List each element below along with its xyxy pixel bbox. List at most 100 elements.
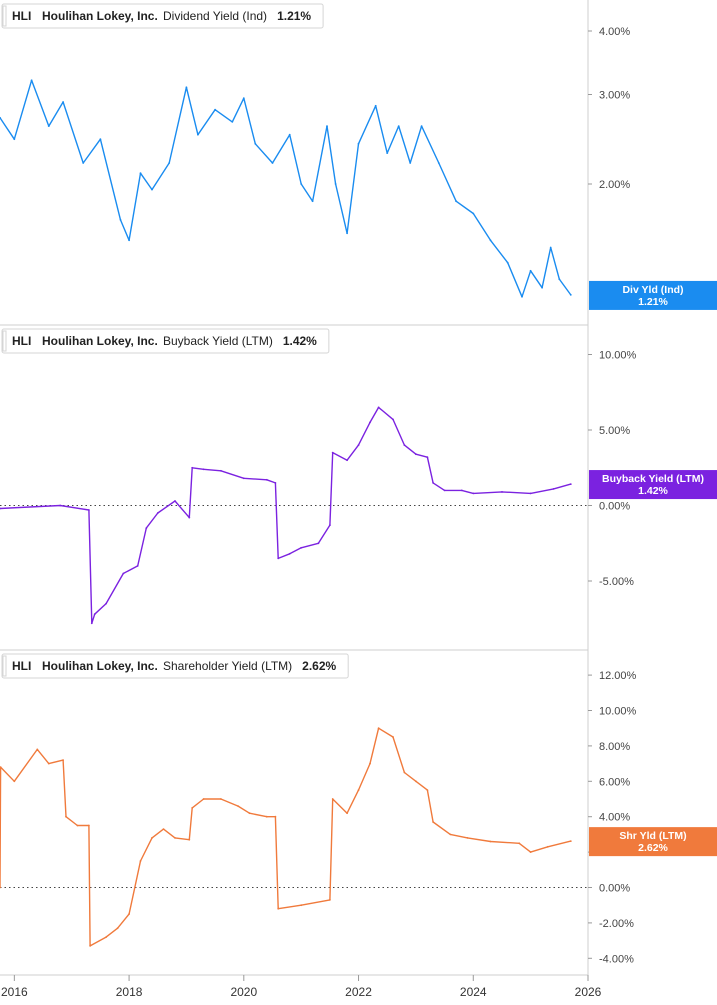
- end-label-name: Div Yld (Ind): [622, 284, 683, 296]
- data-point: [426, 456, 429, 459]
- data-point: [174, 837, 176, 839]
- data-point: [82, 162, 85, 164]
- data-point: [191, 466, 194, 469]
- data-point: [317, 542, 320, 545]
- data-point: [151, 837, 153, 839]
- legend: HLI Houlihan Lokey, Inc. Shareholder Yield…: [1, 653, 349, 679]
- data-point: [174, 500, 176, 502]
- legend: HLI Houlihan Lokey, Inc. Dividend Yield (I…: [1, 3, 324, 29]
- data-point: [65, 815, 67, 818]
- data-point: [432, 482, 434, 484]
- data-point: [569, 840, 572, 842]
- data-point: [529, 851, 532, 853]
- data-point: [541, 286, 543, 289]
- data-point: [89, 945, 91, 947]
- data-point: [145, 527, 148, 529]
- panel-2: -5.00% 0.00% 5.00% 10.00% HLI Houlihan Lokey,…: [0, 328, 717, 625]
- x-tick-label: 2016: [1, 985, 28, 999]
- data-point: [403, 771, 406, 774]
- data-point: [47, 762, 50, 765]
- y-tick-label: 8.00%: [599, 741, 630, 753]
- data-point: [151, 188, 153, 191]
- data-point: [188, 516, 191, 519]
- data-point: [346, 459, 348, 462]
- data-point: [558, 278, 561, 280]
- data-point: [334, 183, 337, 185]
- data-point: [501, 491, 503, 493]
- data-point: [62, 101, 64, 103]
- data-point: [415, 780, 417, 783]
- data-point: [265, 478, 268, 481]
- x-tick-label: 2022: [345, 985, 372, 999]
- data-point: [331, 798, 334, 800]
- data-point: [288, 552, 291, 555]
- y-tick-label: 0.00%: [599, 883, 630, 895]
- data-point: [30, 79, 33, 82]
- data-point: [300, 546, 303, 549]
- y-tick-label: 2.00%: [599, 179, 630, 191]
- data-point: [357, 789, 360, 791]
- data-point: [139, 172, 142, 175]
- data-point: [274, 482, 277, 484]
- end-label-value: 1.21%: [638, 296, 668, 308]
- data-point: [237, 805, 240, 807]
- data-point: [546, 845, 549, 848]
- data-point: [529, 269, 532, 272]
- legend-metric: Dividend Yield (Ind): [163, 9, 267, 23]
- y-tick-label: 10.00%: [599, 706, 637, 718]
- data-point: [460, 489, 463, 492]
- legend-company: Houlihan Lokey, Inc.: [42, 9, 158, 23]
- data-point: [0, 886, 1, 889]
- data-point: [191, 807, 194, 809]
- data-point: [415, 453, 417, 456]
- data-point: [472, 212, 475, 215]
- data-point: [231, 121, 234, 123]
- data-point: [36, 748, 39, 751]
- data-point: [136, 565, 139, 567]
- legend-company: Houlihan Lokey, Inc.: [42, 659, 158, 673]
- end-label-name: Shr Yld (LTM): [619, 830, 686, 842]
- data-point: [386, 152, 389, 155]
- data-point: [521, 295, 523, 298]
- data-point: [392, 418, 394, 421]
- data-point: [197, 133, 199, 136]
- legend-ticker: HLI: [12, 9, 31, 23]
- data-point: [88, 824, 90, 827]
- data-point: [472, 492, 475, 495]
- end-value-label: Buyback Yield (LTM)1.42%: [589, 470, 717, 500]
- data-point: [0, 116, 1, 119]
- data-point: [105, 602, 107, 605]
- data-point: [569, 483, 572, 485]
- data-point: [248, 812, 251, 815]
- data-point: [122, 572, 125, 575]
- data-point: [59, 504, 62, 507]
- legend-color-bar: [2, 5, 7, 27]
- y-tick-label: 0.00%: [599, 501, 630, 513]
- data-point: [437, 162, 440, 164]
- data-point: [329, 899, 331, 901]
- data-point: [369, 421, 371, 424]
- data-point: [13, 780, 16, 783]
- legend-value: 2.62%: [302, 659, 336, 673]
- data-point: [277, 557, 280, 560]
- data-point: [220, 798, 222, 800]
- data-point: [214, 108, 217, 111]
- y-tick-label: -5.00%: [599, 576, 634, 588]
- data-point: [202, 798, 205, 800]
- data-point: [274, 815, 277, 818]
- data-point: [357, 444, 360, 446]
- legend-color-bar: [2, 655, 7, 677]
- data-point: [374, 104, 377, 107]
- legend-metric: Shareholder Yield (LTM): [163, 659, 292, 673]
- data-point: [489, 239, 492, 242]
- data-point: [0, 766, 2, 768]
- data-point: [242, 97, 245, 100]
- legend-company: Houlihan Lokey, Inc.: [42, 334, 158, 348]
- data-point: [549, 246, 552, 249]
- data-point: [346, 812, 348, 815]
- x-tick-label: 2024: [460, 985, 487, 999]
- data-point: [242, 477, 245, 480]
- data-point: [529, 492, 532, 495]
- y-tick-label: -2.00%: [599, 918, 634, 930]
